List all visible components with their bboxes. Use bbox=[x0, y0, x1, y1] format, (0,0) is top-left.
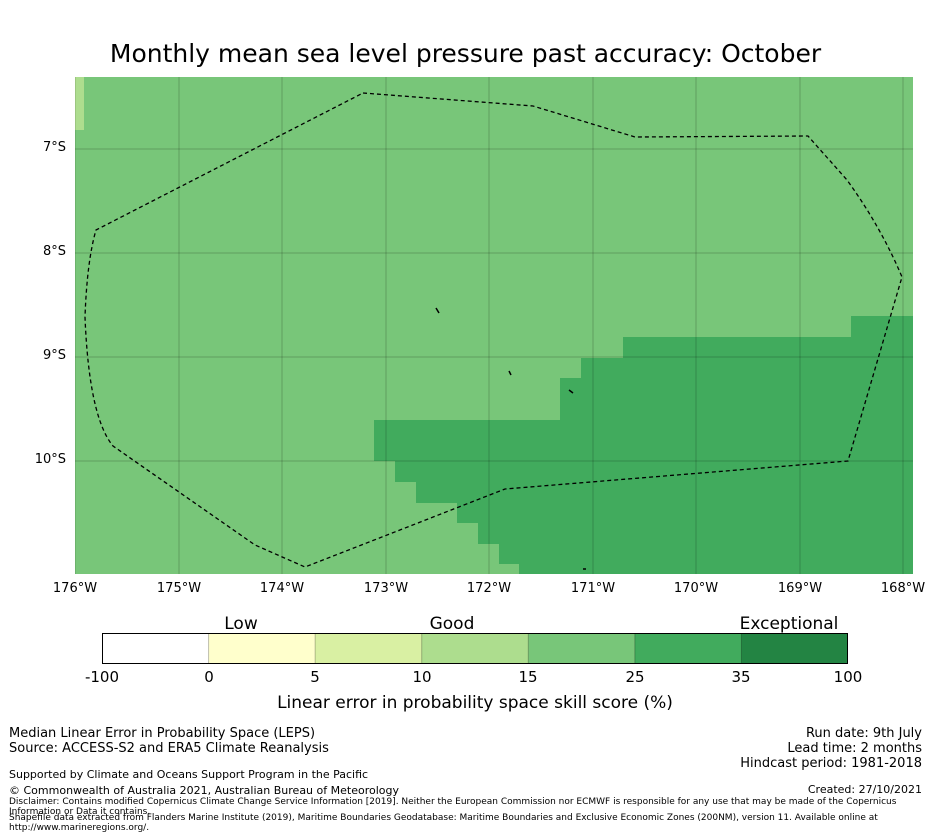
colorbar-cell bbox=[421, 633, 529, 664]
lon-label: 173°W bbox=[363, 581, 409, 596]
colorbar-tick: 10 bbox=[412, 668, 432, 686]
lat-label: 8°S bbox=[42, 244, 66, 259]
lon-label: 174°W bbox=[259, 581, 305, 596]
created-date: Created: 27/10/2021 bbox=[807, 783, 922, 796]
colorbar-cell bbox=[208, 633, 316, 664]
eez-boundary bbox=[84, 92, 903, 568]
colorbar-cell bbox=[634, 633, 742, 664]
colorbar-tick: 35 bbox=[731, 668, 751, 686]
colorbar-tick: 25 bbox=[625, 668, 645, 686]
support-text: Supported by Climate and Oceans Support … bbox=[9, 768, 369, 781]
map-canvas bbox=[75, 77, 913, 574]
lat-label: 7°S bbox=[42, 140, 66, 155]
lat-label: 10°S bbox=[34, 452, 66, 467]
lon-label: 170°W bbox=[673, 581, 719, 596]
colorbar-tick: 5 bbox=[310, 668, 320, 686]
region-skill-25-35 bbox=[374, 316, 913, 574]
colorbar-cell bbox=[528, 633, 636, 664]
colorbar-label: Linear error in probability space skill … bbox=[277, 693, 673, 713]
source-text: Source: ACCESS-S2 and ERA5 Climate Reana… bbox=[9, 741, 329, 756]
hindcast-period: Hindcast period: 1981-2018 bbox=[740, 756, 922, 771]
run-date: Run date: 9th July bbox=[805, 726, 922, 741]
colorbar-tick: -100 bbox=[84, 668, 120, 686]
category-label-low: Low bbox=[224, 614, 258, 634]
method-text: Median Linear Error in Probability Space… bbox=[9, 726, 316, 741]
shapefile-credit: Shapefile data extracted from Flanders M… bbox=[9, 813, 878, 833]
region-skill-10-15 bbox=[75, 77, 84, 130]
colorbar-tick: 0 bbox=[204, 668, 214, 686]
disclaimer-text: Disclaimer: Contains modified Copernicus… bbox=[9, 797, 897, 817]
colorbar-cell bbox=[315, 633, 423, 664]
lat-label: 9°S bbox=[42, 348, 66, 363]
lon-label: 169°W bbox=[777, 581, 823, 596]
category-label-good: Good bbox=[429, 614, 475, 634]
colorbar-cell bbox=[741, 633, 848, 664]
colorbar-cell bbox=[102, 633, 210, 664]
lon-label: 172°W bbox=[466, 581, 512, 596]
lon-label: 175°W bbox=[156, 581, 202, 596]
colorbar bbox=[102, 633, 848, 664]
skill-map bbox=[75, 77, 913, 574]
colorbar-tick: 15 bbox=[518, 668, 538, 686]
map-gridlines bbox=[75, 77, 913, 574]
copyright-text: © Commonwealth of Australia 2021, Austra… bbox=[9, 784, 399, 797]
island bbox=[568, 389, 574, 394]
map-title: Monthly mean sea level pressure past acc… bbox=[109, 39, 822, 68]
lon-label: 176°W bbox=[52, 581, 98, 596]
category-label-exceptional: Exceptional bbox=[739, 614, 839, 634]
lon-label: 171°W bbox=[570, 581, 616, 596]
colorbar-tick: 100 bbox=[833, 668, 863, 686]
lead-time: Lead time: 2 months bbox=[787, 741, 922, 756]
lon-label: 168°W bbox=[880, 581, 926, 596]
island bbox=[435, 307, 440, 314]
island bbox=[508, 370, 512, 376]
